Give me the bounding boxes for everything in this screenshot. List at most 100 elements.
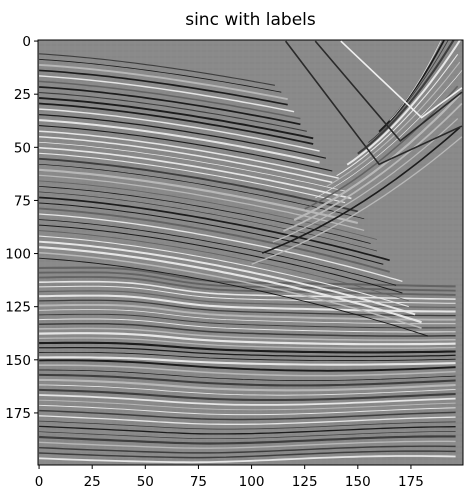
- reflector-line: [39, 202, 384, 265]
- fault-line: [284, 40, 463, 166]
- x-axis: 0 25 50 75 100 125 150 175: [35, 465, 424, 490]
- reflector-line: [39, 425, 456, 435]
- reflector-line: [39, 230, 409, 302]
- reflector-line: [357, 40, 455, 155]
- reflector-line: [39, 378, 456, 392]
- reflector-line: [39, 440, 456, 449]
- reflector-line: [39, 369, 456, 381]
- reflector-line: [39, 119, 320, 164]
- reflector-line: [39, 53, 275, 86]
- reflector-line: [39, 352, 456, 362]
- reflector-line: [39, 135, 333, 184]
- fault-line: [314, 40, 463, 143]
- reflector-line: [39, 303, 456, 321]
- reflector-line: [346, 40, 462, 166]
- reflector-line: [39, 191, 377, 252]
- x-tick-label: 150: [345, 474, 371, 490]
- reflector-line: [39, 246, 422, 324]
- reflector-line: [283, 102, 463, 232]
- x-tick-label: 100: [239, 474, 265, 490]
- reflector-line: [39, 394, 456, 406]
- reflector-line: [39, 130, 339, 179]
- reflector-line: [39, 409, 456, 421]
- reflector-line: [39, 322, 456, 337]
- y-tick-label: 100: [5, 247, 31, 263]
- y-axis: 0 25 50 75 100 125 150 175: [5, 34, 38, 422]
- reflector-line: [39, 157, 359, 213]
- reflector-line: [39, 113, 327, 159]
- x-tick-label: 25: [84, 474, 101, 490]
- reflector-line: [272, 118, 459, 243]
- reflector-line: [39, 224, 403, 294]
- reflector-line: [368, 40, 449, 143]
- reflector-line: [251, 136, 463, 265]
- reflector-line: [39, 75, 295, 113]
- plot-texture: [38, 40, 463, 465]
- reflector-line: [39, 364, 456, 377]
- reflector-line: [39, 431, 456, 440]
- reflector-line: [39, 384, 456, 396]
- reflector-line: [39, 86, 301, 126]
- reflector-line: [39, 69, 288, 106]
- x-tick-label: 75: [190, 474, 207, 490]
- y-tick-label: 175: [5, 406, 31, 422]
- reflector-line: [39, 63, 288, 101]
- reflector-layer: [39, 40, 463, 464]
- reflector-line: [39, 450, 456, 459]
- reflector-line: [389, 40, 442, 121]
- reflector-line: [39, 404, 456, 416]
- reflector-line: [39, 332, 456, 346]
- reflector-line: [39, 213, 403, 283]
- reflector-line: [39, 435, 456, 445]
- reflector-line: [39, 108, 320, 152]
- reflector-line: [39, 152, 346, 204]
- reflector-line: [39, 359, 456, 372]
- y-tick-label: 50: [14, 140, 31, 156]
- reflector-line: [261, 126, 461, 254]
- reflector-line: [39, 280, 456, 300]
- reflector-line: [336, 53, 459, 177]
- reflector-line: [39, 346, 456, 358]
- reflector-line: [39, 399, 456, 411]
- chart-title: sinc with labels: [185, 10, 316, 30]
- reflector-line: [39, 388, 456, 402]
- reflector-line: [315, 70, 463, 199]
- reflector-line: [39, 125, 333, 172]
- reflector-line: [39, 97, 314, 140]
- reflector-line: [39, 235, 409, 308]
- x-tick-label: 50: [137, 474, 154, 490]
- reflector-line: [39, 251, 422, 329]
- reflector-line: [39, 420, 456, 430]
- reflector-line: [325, 61, 461, 188]
- reflector-line: [39, 196, 390, 262]
- reflector-line: [39, 327, 456, 341]
- reflector-line: [39, 455, 456, 464]
- reflector-line: [39, 445, 456, 454]
- reflector-line: [39, 174, 365, 232]
- reflector-line: [39, 318, 456, 333]
- reflector-line: [39, 91, 307, 132]
- reflector-line: [39, 102, 314, 145]
- reflector-line: [39, 299, 456, 317]
- reflector-line: [39, 341, 456, 354]
- y-tick-label: 0: [22, 34, 31, 50]
- reflector-line: [39, 373, 456, 387]
- x-tick-label: 0: [35, 474, 44, 490]
- reflector-line: [39, 356, 456, 366]
- y-tick-label: 150: [5, 353, 31, 369]
- reflector-line: [39, 240, 416, 316]
- reflector-line: [39, 141, 346, 192]
- reflector-line: [39, 58, 282, 93]
- y-tick-label: 125: [5, 300, 31, 316]
- x-tick-label: 175: [398, 474, 424, 490]
- reflector-line: [293, 93, 461, 221]
- reflector-line: [39, 180, 378, 240]
- reflector-line: [39, 271, 456, 292]
- y-tick-label: 75: [14, 193, 31, 209]
- reflector-line: [39, 313, 456, 329]
- plot-area: [38, 40, 463, 465]
- reflector-line: [39, 285, 456, 304]
- y-tick-label: 25: [14, 87, 31, 103]
